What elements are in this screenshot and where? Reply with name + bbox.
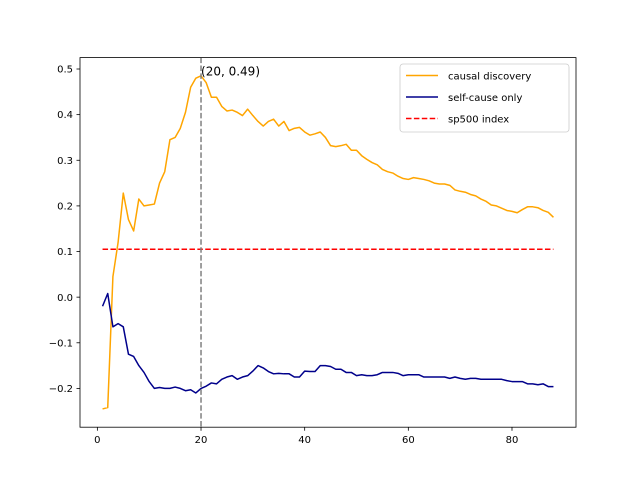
y-tick-label: 0.4 — [57, 110, 73, 121]
x-axis: 0 20 40 60 80 — [94, 427, 518, 446]
y-tick-label: 0.5 — [57, 65, 73, 76]
plot-frame — [79, 57, 577, 428]
x-tick-label: 0 — [94, 435, 100, 446]
y-tick-label: −0.2 — [49, 384, 73, 395]
y-tick-label: 0.3 — [57, 156, 73, 167]
x-tick-label: 80 — [506, 435, 519, 446]
legend-label-causal-discovery: causal discovery — [448, 72, 531, 83]
y-tick-label: 0.2 — [57, 201, 73, 212]
series-line-0 — [102, 75, 554, 410]
series-layer — [101, 75, 554, 410]
series-line-1 — [101, 292, 554, 394]
x-tick-label: 60 — [402, 435, 415, 446]
x-tick-label: 20 — [195, 435, 208, 446]
y-tick-label: 0.1 — [57, 247, 73, 258]
legend-box — [399, 63, 570, 133]
x-tick-label: 40 — [298, 435, 311, 446]
legend-label-self-cause-only: self-cause only — [448, 93, 522, 104]
y-tick-label: −0.1 — [49, 338, 73, 349]
annotation-label: (20, 0.49) — [201, 65, 260, 79]
annotation-layer: (20, 0.49) — [201, 65, 260, 79]
y-tick-label: 0.0 — [57, 293, 73, 304]
legend-label-sp500-index: sp500 index — [448, 115, 509, 126]
y-axis: −0.2 −0.1 0.0 0.1 0.2 0.3 0.4 0.5 — [49, 65, 80, 395]
legend: causal discovery self-cause only sp500 i… — [399, 63, 570, 133]
